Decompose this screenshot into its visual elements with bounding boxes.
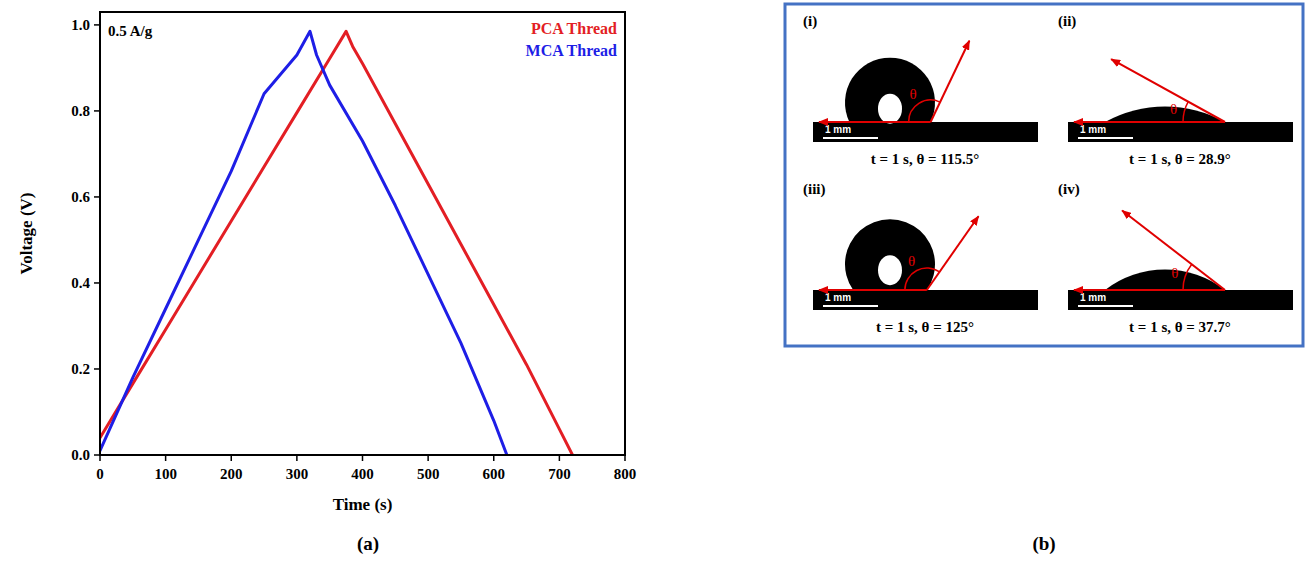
droplet-glare [878, 94, 902, 124]
panel-label: (a) [357, 533, 379, 555]
droplet-image: (i) 1 mm θ t = 1 s, θ = 115.5° [803, 13, 1038, 167]
baseline-arrow [819, 289, 927, 291]
legend-entry: MCA Thread [526, 42, 618, 59]
substrate [813, 122, 1038, 142]
scale-bar [1078, 305, 1133, 307]
image-caption: t = 1 s, θ = 37.7° [1129, 319, 1231, 335]
angle-arc [1183, 264, 1192, 290]
image-label: (i) [803, 13, 817, 30]
scale-bar-label: 1 mm [1080, 124, 1106, 135]
tangent-arrow [927, 216, 979, 290]
image-label: (ii) [1058, 13, 1076, 30]
scale-bar [823, 305, 878, 307]
tangent-arrow [1111, 59, 1225, 122]
y-tick-label: 0.6 [71, 189, 90, 205]
x-tick-label: 100 [154, 466, 177, 482]
image-caption: t = 1 s, θ = 115.5° [871, 151, 979, 167]
angle-symbol: θ [908, 253, 915, 269]
legend-entry: PCA Thread [531, 20, 617, 37]
angle-arc [909, 100, 940, 122]
y-tick-label: 0.0 [71, 447, 90, 463]
image-caption: t = 1 s, θ = 28.9° [1129, 151, 1231, 167]
panel-label: (b) [1032, 533, 1055, 555]
x-tick-label: 300 [286, 466, 309, 482]
panel-box [785, 4, 1303, 346]
tangent-arrow [931, 41, 970, 122]
droplet [1105, 107, 1225, 122]
angle-arc [1183, 102, 1188, 122]
baseline-arrow [819, 121, 931, 123]
series-line [100, 31, 507, 455]
droplet [845, 219, 935, 290]
substrate [813, 290, 1038, 310]
droplet-image: (iv) 1 mm θ t = 1 s, θ = 37.7° [1058, 181, 1293, 335]
y-tick-label: 1.0 [71, 17, 90, 33]
image-label: (iii) [803, 181, 826, 198]
angle-symbol: θ [1170, 101, 1177, 117]
x-tick-label: 0 [96, 466, 104, 482]
y-axis-title: Voltage (V) [17, 193, 36, 275]
annotation: 0.5 A/g [108, 23, 153, 39]
x-tick-label: 400 [351, 466, 374, 482]
plot-frame [100, 12, 625, 455]
baseline-arrow [1074, 289, 1225, 291]
image-label: (iv) [1058, 181, 1080, 198]
tangent-arrow [1122, 211, 1225, 290]
droplet-image: (iii) 1 mm θ t = 1 s, θ = 125° [803, 181, 1038, 335]
baseline-arrow [1074, 121, 1225, 123]
scale-bar-label: 1 mm [1080, 292, 1106, 303]
droplet-glare [878, 255, 902, 285]
droplet-image: (ii) 1 mm θ t = 1 s, θ = 28.9° [1058, 13, 1293, 167]
y-tick-label: 0.4 [71, 275, 90, 291]
scale-bar-label: 1 mm [825, 124, 851, 135]
y-tick-label: 0.2 [71, 361, 90, 377]
angle-symbol: θ [909, 86, 916, 102]
series-group [100, 31, 573, 455]
x-tick-label: 200 [220, 466, 243, 482]
figure: 0 100 200 300 400 500 600 700 800 0.0 0.2 0.4 0.6 0.8… [0, 0, 1307, 564]
substrate [1068, 122, 1293, 142]
scale-bar [1078, 137, 1133, 139]
substrate [1068, 290, 1293, 310]
scale-bar-label: 1 mm [825, 292, 851, 303]
x-tick-label: 700 [548, 466, 571, 482]
x-tick-label: 800 [614, 466, 637, 482]
angle-arc [905, 268, 940, 290]
series-line [100, 31, 573, 455]
y-tick-label: 0.8 [71, 103, 90, 119]
x-tick-label: 500 [417, 466, 440, 482]
angle-symbol: θ [1171, 265, 1178, 281]
scale-bar [823, 137, 878, 139]
image-caption: t = 1 s, θ = 125° [876, 319, 974, 335]
droplet [1105, 270, 1225, 290]
x-axis-title: Time (s) [333, 495, 393, 514]
x-tick-label: 600 [483, 466, 506, 482]
